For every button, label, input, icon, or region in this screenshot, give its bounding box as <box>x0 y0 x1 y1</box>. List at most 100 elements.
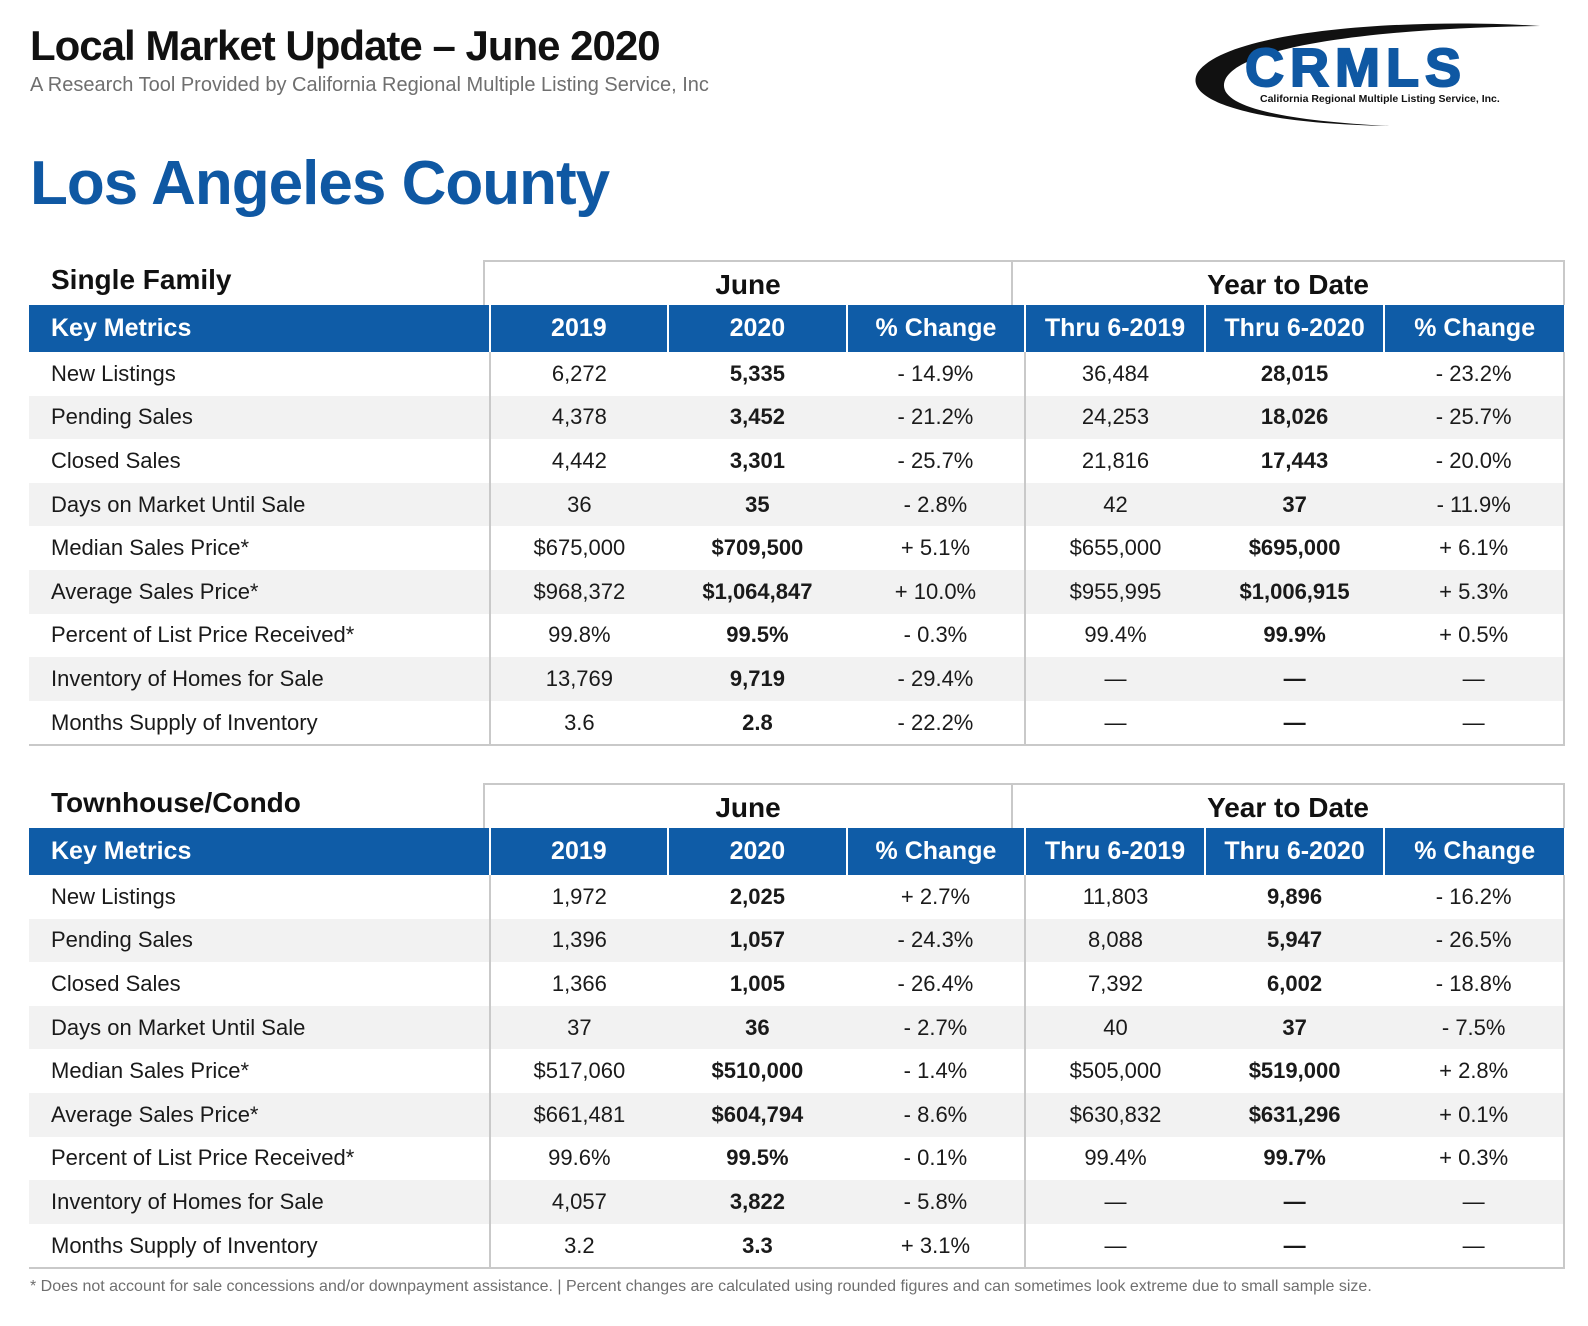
table-row: Inventory of Homes for Sale 4,057 3,822- 5… <box>29 1180 1565 1224</box>
col-header-june-2020: 2020 <box>667 305 847 352</box>
table-row: Closed Sales 4,442 3,301 - 25.7% 21,816 17,44… <box>29 439 1565 483</box>
table-row: Closed Sales 1,366 1,005 - 26.4% 7,392 6,002 -… <box>29 962 1565 1006</box>
june-2019-value: $661,481 <box>488 1092 669 1137</box>
june-2019-value: 99.6% <box>488 1136 669 1181</box>
table-body: New Listings 6,272 5,335 - 14.9% 36,484 28,01… <box>29 352 1565 747</box>
june-change-value: - 21.2% <box>846 395 1026 440</box>
ytd-2019-value: 99.4% <box>1024 613 1205 658</box>
ytd-2019-value: 24,253 <box>1024 395 1205 440</box>
ytd-change-value: + 0.1% <box>1384 1092 1565 1137</box>
june-change-value: + 5.1% <box>900 535 971 561</box>
june-change-value: - 22.2% <box>846 700 1026 747</box>
table-row: New Listings 1,972 2,025 + 2.7% 11,803 9,896 -… <box>29 875 1565 919</box>
june-change-value: + 10.0% <box>846 569 1026 614</box>
ytd-2019-value: — <box>1024 657 1205 701</box>
col-header-ytd-2020: Thru 6-2020 <box>1203 305 1385 352</box>
june-2020-value: 2.8 <box>668 700 847 747</box>
table-row: Days on Market Until Sale 37 36- 2.7% 40 37-… <box>29 1005 1565 1050</box>
ytd-2020-value: $695,000 <box>1248 535 1341 561</box>
group-header-ytd: Year to Date <box>1011 260 1565 305</box>
metric-name: Average Sales Price* <box>29 1092 490 1137</box>
june-2019-value: $675,000 <box>488 526 669 570</box>
ytd-2020-value: $519,000 <box>1248 1058 1341 1084</box>
june-2020-value: 3,822 <box>668 1180 847 1224</box>
ytd-2019-value: $630,832 <box>1024 1092 1205 1137</box>
ytd-2020-value: $1,006,915 <box>1204 569 1385 614</box>
ytd-2020-value: 37 <box>1204 1005 1385 1050</box>
table-row: Average Sales Price* $968,372 $1,064,847 + … <box>29 569 1565 614</box>
ytd-2020-value: $631,296 <box>1204 1092 1385 1137</box>
ytd-2020-value: 37 <box>1204 482 1385 527</box>
col-header-ytd-2020: Thru 6-2020 <box>1203 828 1385 875</box>
metric-name: Average Sales Price* <box>29 569 490 614</box>
crmls-swoosh-icon: CRMLS California Regional Multiple Listi… <box>1195 23 1540 127</box>
ytd-2019-value: 21,816 <box>1024 439 1205 483</box>
table-row: Percent of List Price Received* 99.6% 99.5… <box>29 1136 1565 1181</box>
june-change-value: - 2.8% <box>846 482 1026 527</box>
june-2019-value: 99.8% <box>488 613 669 658</box>
june-2020-value: $510,000 <box>711 1058 804 1084</box>
june-2019-value: 6,272 <box>488 352 669 396</box>
ytd-change-value: + 0.3% <box>1384 1136 1565 1181</box>
footnote: * Does not account for sale concessions … <box>30 1278 1372 1295</box>
ytd-change-value: + 5.3% <box>1384 569 1565 614</box>
table-header-row: Key Metrics 2019 2020 % Change Thru 6-20… <box>29 305 1564 352</box>
col-header-ytd-2019: Thru 6-2019 <box>1024 828 1205 875</box>
metrics-table: Key Metrics 2019 2020 % Change Thru 6-20… <box>29 305 1565 747</box>
table-row: Months Supply of Inventory 3.6 2.8- 22.2% —… <box>29 700 1565 747</box>
june-2020-value: 36 <box>668 1005 847 1050</box>
ytd-2019-value: $655,000 <box>1024 526 1205 570</box>
ytd-change-value: - 20.0% <box>1384 439 1565 483</box>
ytd-2020-value: 9,896 <box>1267 883 1323 909</box>
metric-name: New Listings <box>51 360 176 386</box>
ytd-2019-value: 8,088 <box>1024 918 1205 963</box>
col-header-metric: Key Metrics <box>29 828 490 875</box>
col-header-metric: Key Metrics <box>29 305 490 352</box>
metric-name: Months Supply of Inventory <box>29 1223 490 1270</box>
col-header-june-2019: 2019 <box>488 305 669 352</box>
june-2020-value: 3.3 <box>668 1223 847 1270</box>
ytd-2020-value: 17,443 <box>1260 447 1329 473</box>
metric-name: Percent of List Price Received* <box>51 1145 355 1171</box>
table-row: Average Sales Price* $661,481 $604,794- 8.… <box>29 1092 1565 1137</box>
ytd-2020-value: — <box>1204 700 1385 747</box>
june-change-value: - 14.9% <box>897 360 974 386</box>
page-title: Local Market Update – June 2020 <box>30 22 661 69</box>
table-row: Percent of List Price Received* 99.8% 99.5… <box>29 613 1565 658</box>
ytd-change-value: + 2.8% <box>1384 1049 1565 1093</box>
june-2019-value: 36 <box>488 482 669 527</box>
ytd-change-value: - 23.2% <box>1384 352 1565 396</box>
ytd-change-value: - 11.9% <box>1384 482 1565 527</box>
june-2019-value: $968,372 <box>488 569 669 614</box>
june-2019-value: 4,057 <box>488 1180 669 1224</box>
table-row: New Listings 6,272 5,335 - 14.9% 36,484 28,01… <box>29 352 1565 396</box>
metric-name: Inventory of Homes for Sale <box>29 657 490 701</box>
ytd-change-value: - 7.5% <box>1384 1005 1565 1050</box>
ytd-change-value: + 6.1% <box>1384 526 1565 570</box>
june-change-value: - 8.6% <box>846 1092 1026 1137</box>
june-2020-value: 9,719 <box>668 657 847 701</box>
col-header-june-change: % Change <box>845 305 1026 352</box>
june-change-value: - 0.3% <box>903 622 968 648</box>
june-2019-value: 3.6 <box>488 700 669 747</box>
ytd-2020-value: 28,015 <box>1260 360 1329 386</box>
ytd-2019-value: — <box>1024 1223 1205 1270</box>
ytd-change-value: - 25.7% <box>1384 395 1565 440</box>
metric-name: Days on Market Until Sale <box>29 482 490 527</box>
metric-name: Closed Sales <box>51 447 181 473</box>
june-2020-value: $709,500 <box>711 535 804 561</box>
col-header-june-2019: 2019 <box>488 828 669 875</box>
townhouse-condo-section: Townhouse/Condo June Year to Date Key Me… <box>29 783 1565 1270</box>
ytd-change-value: - 16.2% <box>1384 875 1565 919</box>
june-2019-value: 1,366 <box>488 962 669 1006</box>
group-header-june: June <box>483 783 1013 828</box>
ytd-2019-value: — <box>1024 700 1205 747</box>
june-2019-value: 1,396 <box>488 918 669 963</box>
june-2019-value: 4,378 <box>488 395 669 440</box>
page-subtitle: A Research Tool Provided by California R… <box>30 74 709 96</box>
crmls-logo: CRMLS California Regional Multiple Listi… <box>1190 20 1560 132</box>
june-change-value: + 2.7% <box>900 883 971 909</box>
metric-name: Median Sales Price* <box>51 535 250 561</box>
ytd-2020-value: 18,026 <box>1204 395 1385 440</box>
june-change-value: + 3.1% <box>846 1223 1026 1270</box>
